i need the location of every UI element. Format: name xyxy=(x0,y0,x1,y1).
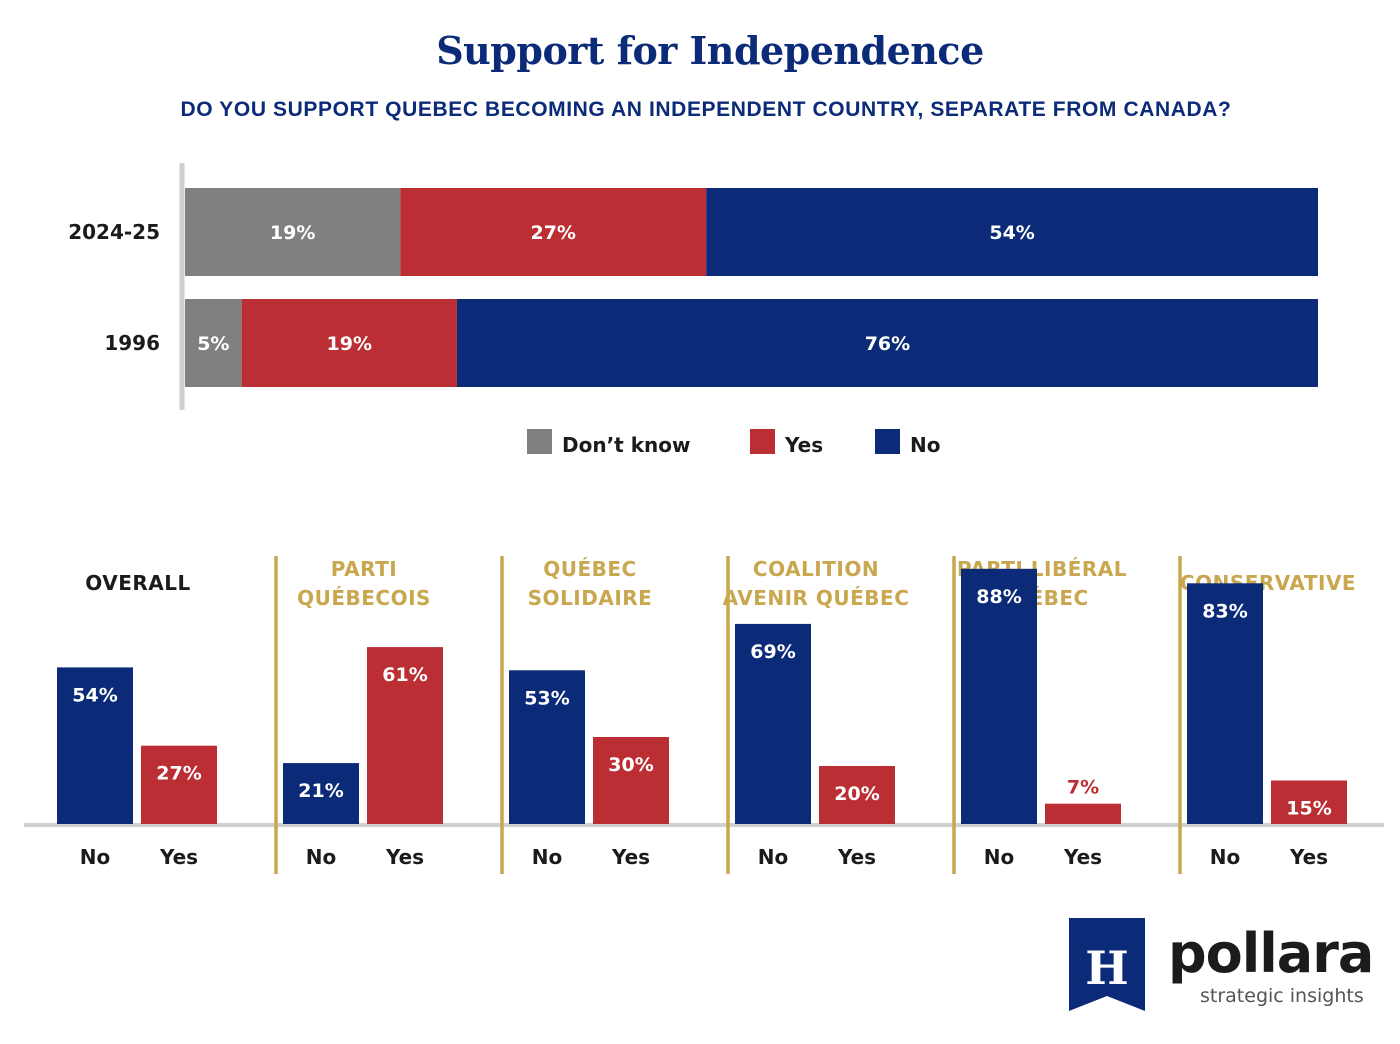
panel-title: QUÉBECOIS xyxy=(297,586,431,610)
data-label: 27% xyxy=(156,763,201,785)
bar-category-label: No xyxy=(306,845,336,869)
vertical-bar xyxy=(1045,803,1121,824)
vertical-bar xyxy=(283,763,359,824)
bar-category-label: Yes xyxy=(611,845,650,869)
data-label: 54% xyxy=(989,222,1034,244)
data-label: 53% xyxy=(524,687,569,709)
legend-swatch xyxy=(527,429,552,454)
data-label: 7% xyxy=(1067,777,1099,799)
vertical-bar xyxy=(1187,583,1263,824)
data-label: 88% xyxy=(976,586,1021,608)
panel-title: SOLIDAIRE xyxy=(528,586,653,610)
legend-label: Yes xyxy=(784,433,823,457)
vertical-bar xyxy=(819,766,895,824)
bar-category-label: 1996 xyxy=(104,331,160,355)
bar-category-label: Yes xyxy=(1063,845,1102,869)
data-label: 27% xyxy=(530,222,575,244)
bookmark-h-icon xyxy=(1069,918,1145,1011)
panel-title: AVENIR QUÉBEC xyxy=(723,586,910,610)
legend-swatch xyxy=(750,429,775,454)
data-label: 76% xyxy=(865,333,910,355)
data-label: 54% xyxy=(72,684,117,706)
stacked-bar-segment xyxy=(185,299,242,387)
bar-category-label: No xyxy=(80,845,110,869)
data-label: 61% xyxy=(382,664,427,686)
vertical-bar xyxy=(1271,780,1347,824)
stacked-bar-segment xyxy=(241,299,457,387)
logo-tagline: strategic insights xyxy=(1200,985,1364,1007)
data-label: 30% xyxy=(608,754,653,776)
data-label: 19% xyxy=(270,222,315,244)
legend-label: No xyxy=(910,433,940,457)
vertical-bar xyxy=(593,737,669,824)
chart-subtitle: DO YOU SUPPORT QUEBEC BECOMING AN INDEPE… xyxy=(180,98,1232,121)
logo-brand: pollara xyxy=(1168,922,1374,985)
panel-title: COALITION xyxy=(753,557,879,581)
vertical-bar xyxy=(509,670,585,824)
data-label: 69% xyxy=(750,641,795,663)
vertical-bar xyxy=(141,745,217,824)
legend-label: Don’t know xyxy=(562,433,690,457)
data-label: 20% xyxy=(834,783,879,805)
stacked-bar-segment xyxy=(456,299,1318,387)
panel-title: OVERALL xyxy=(85,571,190,595)
bar-category-label: No xyxy=(758,845,788,869)
panel-title: PARTI xyxy=(331,557,397,581)
bar-category-label: Yes xyxy=(837,845,876,869)
vertical-bar xyxy=(57,667,133,824)
bar-category-label: 2024-25 xyxy=(68,220,160,244)
bar-category-label: Yes xyxy=(1289,845,1328,869)
page-title: Support for Independence xyxy=(436,28,984,73)
vertical-bar xyxy=(961,568,1037,824)
bar-category-label: No xyxy=(532,845,562,869)
bar-category-label: No xyxy=(1210,845,1240,869)
bar-category-label: Yes xyxy=(385,845,424,869)
stacked-bar-segment xyxy=(400,188,707,276)
data-label: 21% xyxy=(298,780,343,802)
stacked-bar-segment xyxy=(185,188,401,276)
stacked-bar-segment xyxy=(706,188,1318,276)
data-label: 15% xyxy=(1286,798,1331,820)
bar-category-label: Yes xyxy=(159,845,198,869)
data-label: 19% xyxy=(327,333,372,355)
legend-swatch xyxy=(875,429,900,454)
vertical-bar xyxy=(735,623,811,824)
panel-title: QUÉBEC xyxy=(543,557,637,581)
vertical-bar xyxy=(367,647,443,824)
data-label: 83% xyxy=(1202,600,1247,622)
data-label: 5% xyxy=(197,333,229,355)
bar-category-label: No xyxy=(984,845,1014,869)
logo-mark-letter: H xyxy=(1085,941,1128,995)
